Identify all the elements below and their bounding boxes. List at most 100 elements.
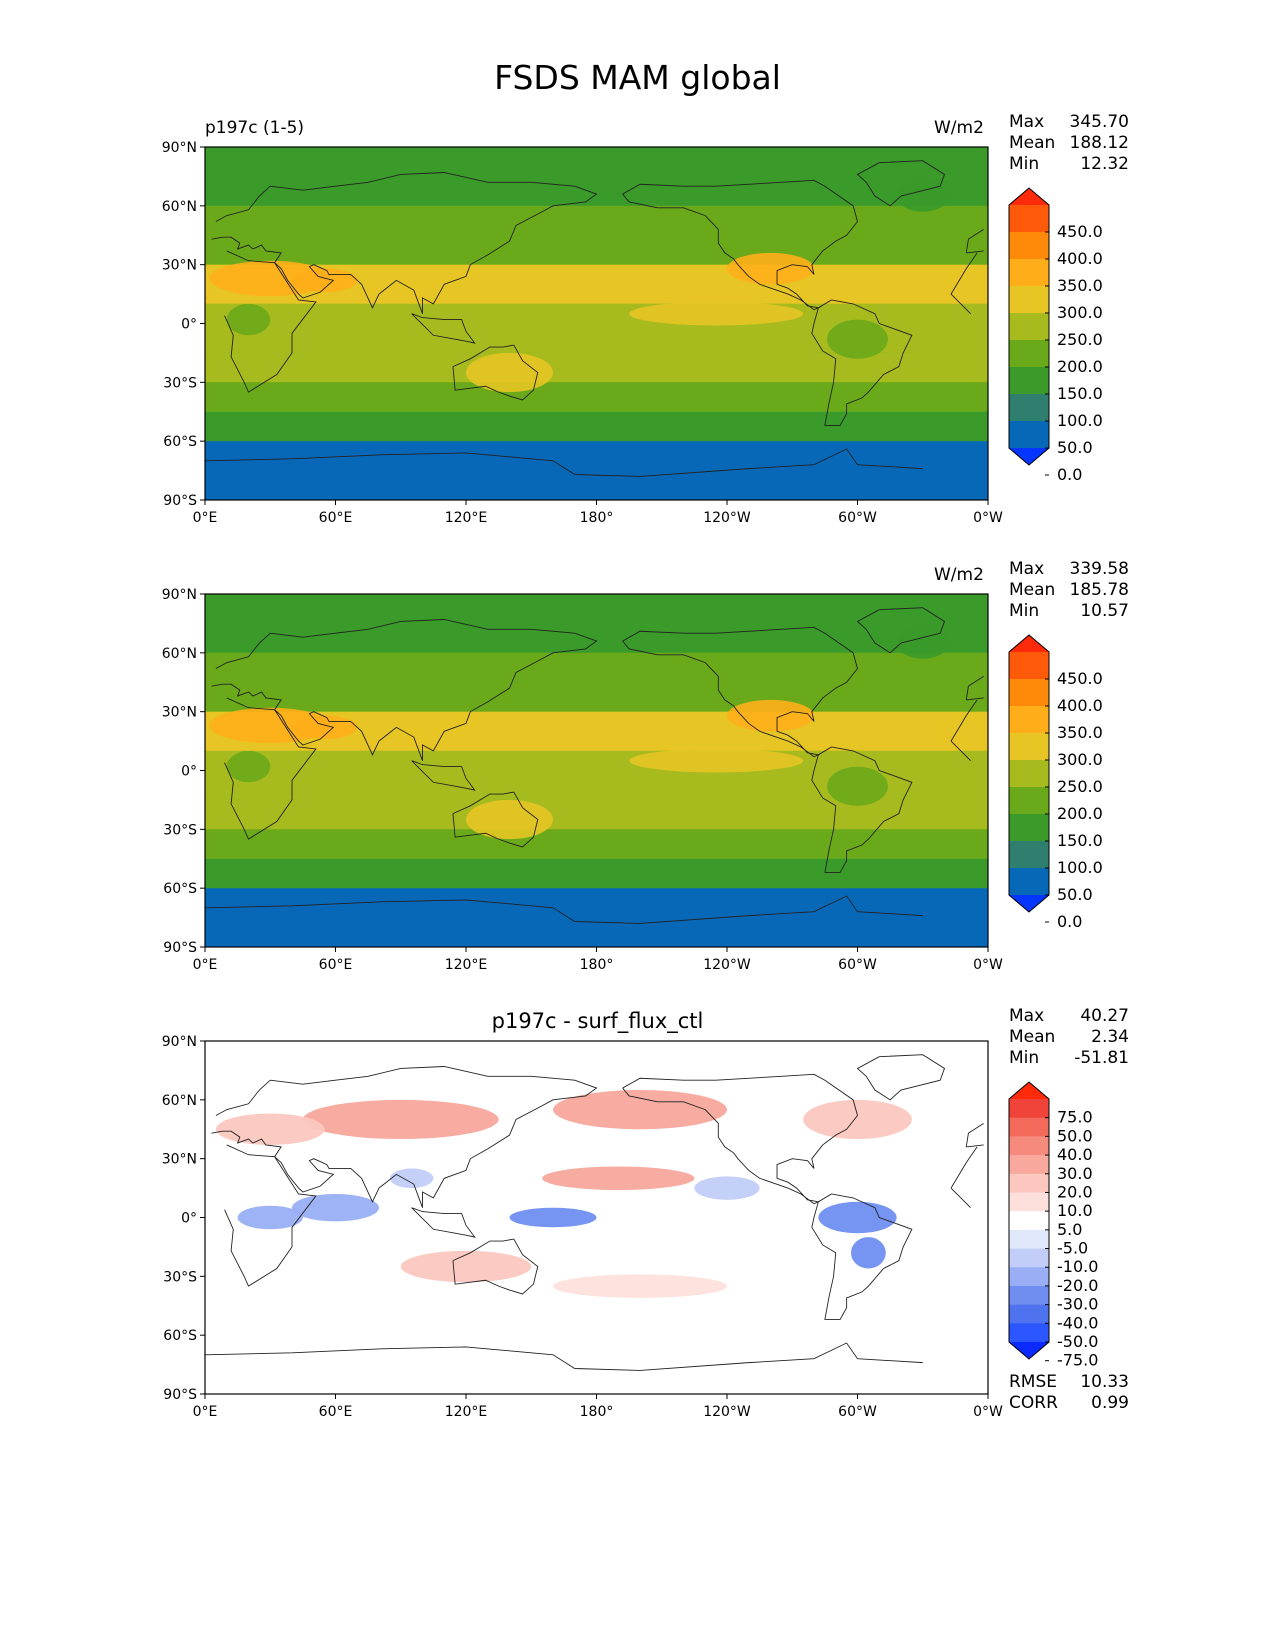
field-region <box>896 627 949 659</box>
lat-tick-label: 90°N <box>162 1034 197 1050</box>
lat-tick-label: 60°N <box>162 1093 197 1109</box>
difference-region <box>302 1099 499 1140</box>
colorbar-label: -75.0 <box>1057 1351 1098 1370</box>
coastline-europe-asia <box>965 675 984 700</box>
figure-title: FSDS MAM global <box>494 58 781 97</box>
field-region <box>727 252 814 285</box>
difference-region <box>509 1207 597 1228</box>
lon-tick-label: 120°W <box>703 510 751 526</box>
axes: 90°N 60°N 30°N 0° 30°S 60°S 90°S0°E 60°E 120°E 18… <box>162 140 1003 526</box>
lat-tick-label: 90°S <box>163 493 197 509</box>
field-region <box>896 180 949 212</box>
lon-tick-label: 120°W <box>703 957 751 973</box>
stat-key: Max <box>1009 112 1045 132</box>
colorbar-segment <box>1009 787 1049 815</box>
coastline-europe-asia <box>965 1122 984 1147</box>
colorbar-segment <box>1009 1267 1049 1287</box>
colorbar-label: 20.0 <box>1057 1182 1093 1201</box>
colorbar-segment <box>1009 868 1049 896</box>
field-region <box>827 766 888 806</box>
coastline-africa <box>950 252 978 295</box>
lon-tick-label: 60°W <box>838 510 877 526</box>
colorbar-segment <box>1009 340 1049 368</box>
difference-map <box>205 1041 988 1394</box>
colorbar-segment <box>1009 1192 1049 1212</box>
colorbar-label: 5.0 <box>1057 1220 1082 1239</box>
colorbar-label: 0.0 <box>1057 912 1082 931</box>
stats-box: Max 40.27 Mean 2.34 Min -51.81 <box>1009 1006 1129 1069</box>
coastline-africa <box>950 293 971 315</box>
colorbar-segment <box>1009 367 1049 395</box>
coastline-australia <box>452 791 539 848</box>
difference-region <box>694 1176 760 1200</box>
lat-tick-label: 90°N <box>162 140 197 156</box>
colorbar-extend-top <box>1009 1082 1049 1099</box>
colorbar-label: -10.0 <box>1057 1257 1098 1276</box>
panel-center-title: p197c - surf_flux_ctl <box>491 1009 704 1033</box>
coastline-north-america <box>622 1073 858 1205</box>
colorbar-extend-top <box>1009 635 1049 652</box>
panel-difference: 75.0 50.0 40.0 30.0 20.0 10.0 5.0 -5.0 -10.0 -20.… <box>0 1004 1275 1444</box>
lat-tick-label: 60°S <box>163 1328 197 1344</box>
colorbar-segment <box>1009 706 1049 734</box>
field-region <box>827 319 888 359</box>
difference-region <box>400 1250 532 1283</box>
lon-tick-label: 60°W <box>838 957 877 973</box>
metric-value: 10.33 <box>1080 1372 1129 1392</box>
lon-tick-label: 120°E <box>445 957 488 973</box>
colorbar-segment <box>1009 652 1049 680</box>
lon-tick-label: 60°W <box>838 1404 877 1420</box>
field-region <box>466 352 553 393</box>
coastline-south-america <box>811 299 913 426</box>
colorbar-label: 75.0 <box>1057 1108 1093 1127</box>
lat-tick-label: 90°S <box>163 1387 197 1403</box>
field-region <box>466 799 553 840</box>
difference-region <box>237 1205 303 1230</box>
coastlines <box>205 160 984 477</box>
coastline-europe-asia <box>211 1066 598 1208</box>
stat-key: Mean <box>1009 580 1056 600</box>
colorbar-label: 100.0 <box>1057 411 1103 430</box>
field-region <box>629 301 804 326</box>
colorbar-label: -5.0 <box>1057 1239 1088 1258</box>
difference-region <box>803 1099 912 1140</box>
coastline-europe-asia <box>965 228 984 253</box>
field-region <box>226 303 271 336</box>
colorbar-label: 400.0 <box>1057 696 1103 715</box>
zonal-band <box>205 411 988 442</box>
lat-tick-label: 0° <box>181 764 197 780</box>
colorbar-label: 0.0 <box>1057 465 1082 484</box>
colorbar-segment <box>1009 1136 1049 1156</box>
panel-units: W/m2 <box>934 118 984 138</box>
coastline-europe-asia <box>211 619 598 761</box>
lon-tick-label: 60°E <box>319 510 353 526</box>
colorbar-segment <box>1009 394 1049 422</box>
colorbar-label: -40.0 <box>1057 1313 1098 1332</box>
coastline-indonesia <box>411 1207 476 1238</box>
coastline-africa <box>950 1146 978 1189</box>
stat-value: 10.57 <box>1080 601 1129 621</box>
map-plot: 450.0 400.0 350.0 300.0 250.0 200.0 150.0 100.0… <box>162 140 1103 526</box>
lat-tick-label: 90°S <box>163 940 197 956</box>
colorbar-label: 40.0 <box>1057 1145 1093 1164</box>
coastlines <box>205 1054 984 1371</box>
colorbar-label: 100.0 <box>1057 858 1103 877</box>
coastline-indonesia <box>411 760 476 791</box>
colorbar-label: 150.0 <box>1057 384 1103 403</box>
colorbar-segment <box>1009 1155 1049 1175</box>
lat-tick-label: 30°S <box>163 1269 197 1285</box>
colorbar-label: 450.0 <box>1057 222 1103 241</box>
colorbar-label: 350.0 <box>1057 276 1103 295</box>
coastline-antarctica <box>205 895 923 924</box>
lon-tick-label: 120°E <box>445 1404 488 1420</box>
coastline-europe-asia <box>211 172 598 314</box>
stat-key: Min <box>1009 154 1040 174</box>
lon-tick-label: 180° <box>580 957 614 973</box>
coastline-africa <box>950 699 978 742</box>
panel-units: W/m2 <box>934 565 984 585</box>
colorbar-segment <box>1009 313 1049 341</box>
colorbar-label: 400.0 <box>1057 249 1103 268</box>
lat-tick-label: 30°N <box>162 1152 197 1168</box>
coastline-australia <box>452 1238 539 1295</box>
lon-tick-label: 180° <box>580 1404 614 1420</box>
